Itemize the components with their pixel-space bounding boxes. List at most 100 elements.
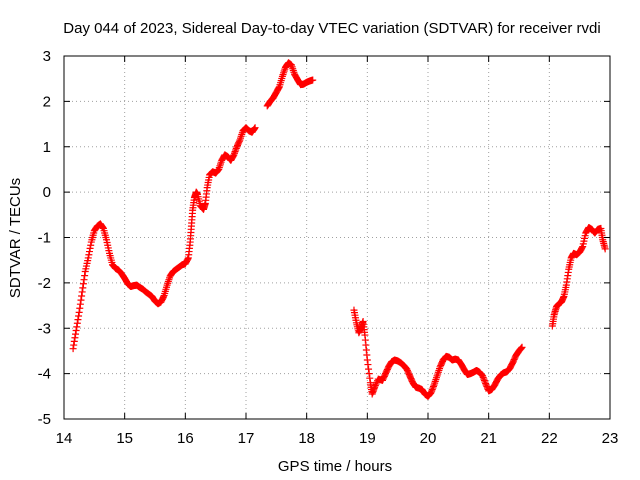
data-point — [372, 380, 380, 388]
data-point — [480, 377, 488, 385]
data-point — [435, 366, 443, 374]
data-point — [371, 383, 379, 391]
data-point — [371, 382, 379, 390]
data-point — [366, 374, 374, 382]
data-point — [232, 146, 240, 154]
data-point — [431, 377, 439, 385]
data-point — [74, 316, 82, 324]
data-point — [433, 372, 441, 380]
data-point — [517, 344, 525, 352]
data-point — [78, 292, 86, 300]
data-point — [232, 144, 240, 152]
data-point — [365, 370, 373, 378]
tick-marks — [63, 55, 611, 420]
data-point — [479, 372, 487, 380]
data-point — [428, 387, 436, 395]
x-tick-label: 14 — [56, 430, 73, 447]
y-tick-label: 1 — [43, 139, 51, 156]
data-point — [237, 132, 245, 140]
data-point — [76, 300, 84, 308]
data-point — [70, 341, 78, 349]
data-point — [430, 381, 438, 389]
data-point — [70, 337, 78, 345]
x-tick-label: 20 — [420, 430, 437, 447]
data-point — [81, 272, 89, 280]
data-point — [164, 278, 172, 286]
data-point — [84, 254, 92, 262]
data-point — [72, 330, 80, 338]
data-point — [69, 345, 77, 353]
data-point — [427, 389, 435, 397]
y-tick-labels: -5 -4 -3 -2 -1 0 1 2 3 — [38, 48, 51, 428]
data-point — [428, 386, 436, 394]
data-point — [434, 370, 442, 378]
data-point — [481, 378, 489, 386]
data-point — [517, 345, 525, 353]
data-point — [279, 71, 287, 79]
data-point — [85, 248, 93, 256]
data-point — [87, 241, 95, 249]
data-point — [251, 124, 259, 132]
data-point — [429, 384, 437, 392]
data-point — [72, 327, 80, 335]
data-point — [434, 368, 442, 376]
data-point — [601, 245, 609, 253]
y-tick-label: 3 — [43, 48, 51, 65]
data-point — [280, 69, 288, 77]
data-point — [86, 244, 94, 252]
y-tick-label: 2 — [43, 93, 51, 110]
grid-layer — [64, 56, 610, 419]
data-point — [231, 148, 239, 156]
data-point — [184, 255, 192, 263]
data-point — [518, 343, 526, 351]
data-point — [75, 312, 83, 320]
data-point — [364, 361, 372, 369]
data-point — [75, 308, 83, 316]
data-point — [159, 293, 167, 301]
data-point — [235, 137, 243, 145]
x-tick-labels: 14 15 16 17 18 19 20 21 22 23 — [56, 430, 619, 447]
data-point — [78, 288, 86, 296]
data-point — [250, 125, 258, 133]
data-point — [73, 319, 81, 327]
data-point — [79, 280, 87, 288]
data-point — [73, 323, 81, 331]
x-tick-label: 18 — [298, 430, 315, 447]
data-point — [275, 84, 283, 92]
data-point — [80, 276, 88, 284]
y-tick-label: -4 — [38, 366, 51, 383]
y-tick-label: 0 — [43, 184, 51, 201]
data-point — [365, 365, 373, 373]
data-point — [363, 356, 371, 364]
x-tick-label: 21 — [480, 430, 497, 447]
y-tick-label: -5 — [38, 411, 51, 428]
x-tick-label: 15 — [116, 430, 133, 447]
y-tick-label: -2 — [38, 275, 51, 292]
y-tick-label: -3 — [38, 320, 51, 337]
data-point — [230, 149, 238, 157]
data-point — [76, 304, 84, 312]
y-tick-label: -1 — [38, 230, 51, 247]
data-point — [480, 375, 488, 383]
data-point — [429, 383, 437, 391]
data-point — [578, 244, 586, 252]
data-point — [85, 251, 93, 259]
x-tick-label: 16 — [177, 430, 194, 447]
data-point — [432, 374, 440, 382]
data-point — [77, 296, 85, 304]
x-tick-label: 19 — [359, 430, 376, 447]
x-tick-label: 23 — [602, 430, 619, 447]
x-tick-label: 22 — [541, 430, 558, 447]
chart-title: Day 044 of 2023, Sidereal Day-to-day VTE… — [63, 20, 600, 37]
data-marks — [69, 59, 609, 400]
data-point — [431, 379, 439, 387]
data-point — [71, 334, 79, 342]
x-axis-title: GPS time / hours — [278, 458, 392, 475]
data-point — [99, 224, 107, 232]
data-point — [432, 376, 440, 384]
y-axis-title: SDTVAR / TECUs — [7, 178, 24, 298]
x-tick-label: 17 — [238, 430, 255, 447]
data-point — [479, 373, 487, 381]
data-point — [230, 151, 238, 159]
